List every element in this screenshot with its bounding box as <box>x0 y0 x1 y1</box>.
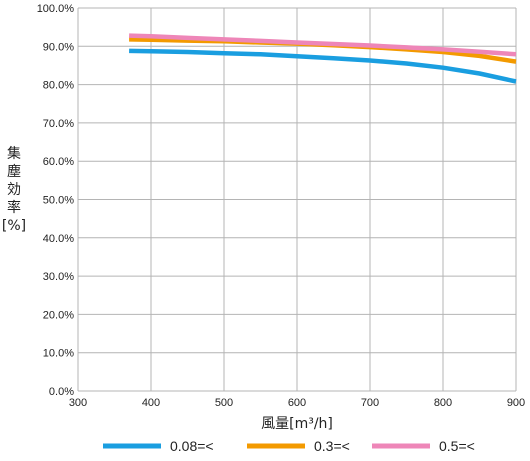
x-tick-label: 500 <box>215 397 233 409</box>
y-tick-label: 50.0% <box>43 195 74 207</box>
y-axis-title-char: 率 <box>7 199 21 216</box>
y-axis-title-char: 効 <box>7 182 21 198</box>
x-tick-label: 400 <box>142 397 160 409</box>
series-lines <box>129 33 517 84</box>
y-tick-label: 40.0% <box>43 233 74 245</box>
legend-label-2: 0.3=< <box>314 438 350 454</box>
x-axis-ticks: 300 400 500 600 700 800 900 <box>69 397 525 409</box>
y-axis-ticks: 0.0% 10.0% 20.0% 30.0% 40.0% 50.0% 60.0% 70.0% 8… <box>37 3 75 398</box>
y-tick-label: 100.0% <box>37 3 75 15</box>
legend-label-3: 0.5=< <box>439 438 475 454</box>
y-tick-label: 10.0% <box>43 348 74 360</box>
y-tick-label: 20.0% <box>43 309 74 321</box>
series-line-1 <box>129 48 517 84</box>
y-axis-title-unit: [%] <box>2 218 26 234</box>
x-tick-label: 800 <box>434 397 452 409</box>
y-tick-label: 80.0% <box>43 80 74 92</box>
y-tick-label: 60.0% <box>43 156 74 168</box>
y-tick-label: 0.0% <box>49 386 74 398</box>
x-tick-label: 900 <box>507 397 525 409</box>
y-tick-label: 30.0% <box>43 271 74 283</box>
x-tick-label: 700 <box>361 397 379 409</box>
y-tick-label: 90.0% <box>43 41 74 53</box>
legend-label-1: 0.08=< <box>170 438 214 454</box>
x-axis-title: 風量[m³/h] <box>261 416 333 432</box>
series-line-3 <box>129 33 517 57</box>
y-tick-label: 70.0% <box>43 118 74 130</box>
grid-lines <box>77 7 517 392</box>
y-axis-title-char: 塵 <box>7 163 21 180</box>
x-tick-label: 300 <box>69 397 87 409</box>
y-axis-title-char: 集 <box>7 145 21 162</box>
legend: 0.08=< 0.3=< 0.5=< <box>103 438 475 454</box>
x-tick-label: 600 <box>288 397 306 409</box>
